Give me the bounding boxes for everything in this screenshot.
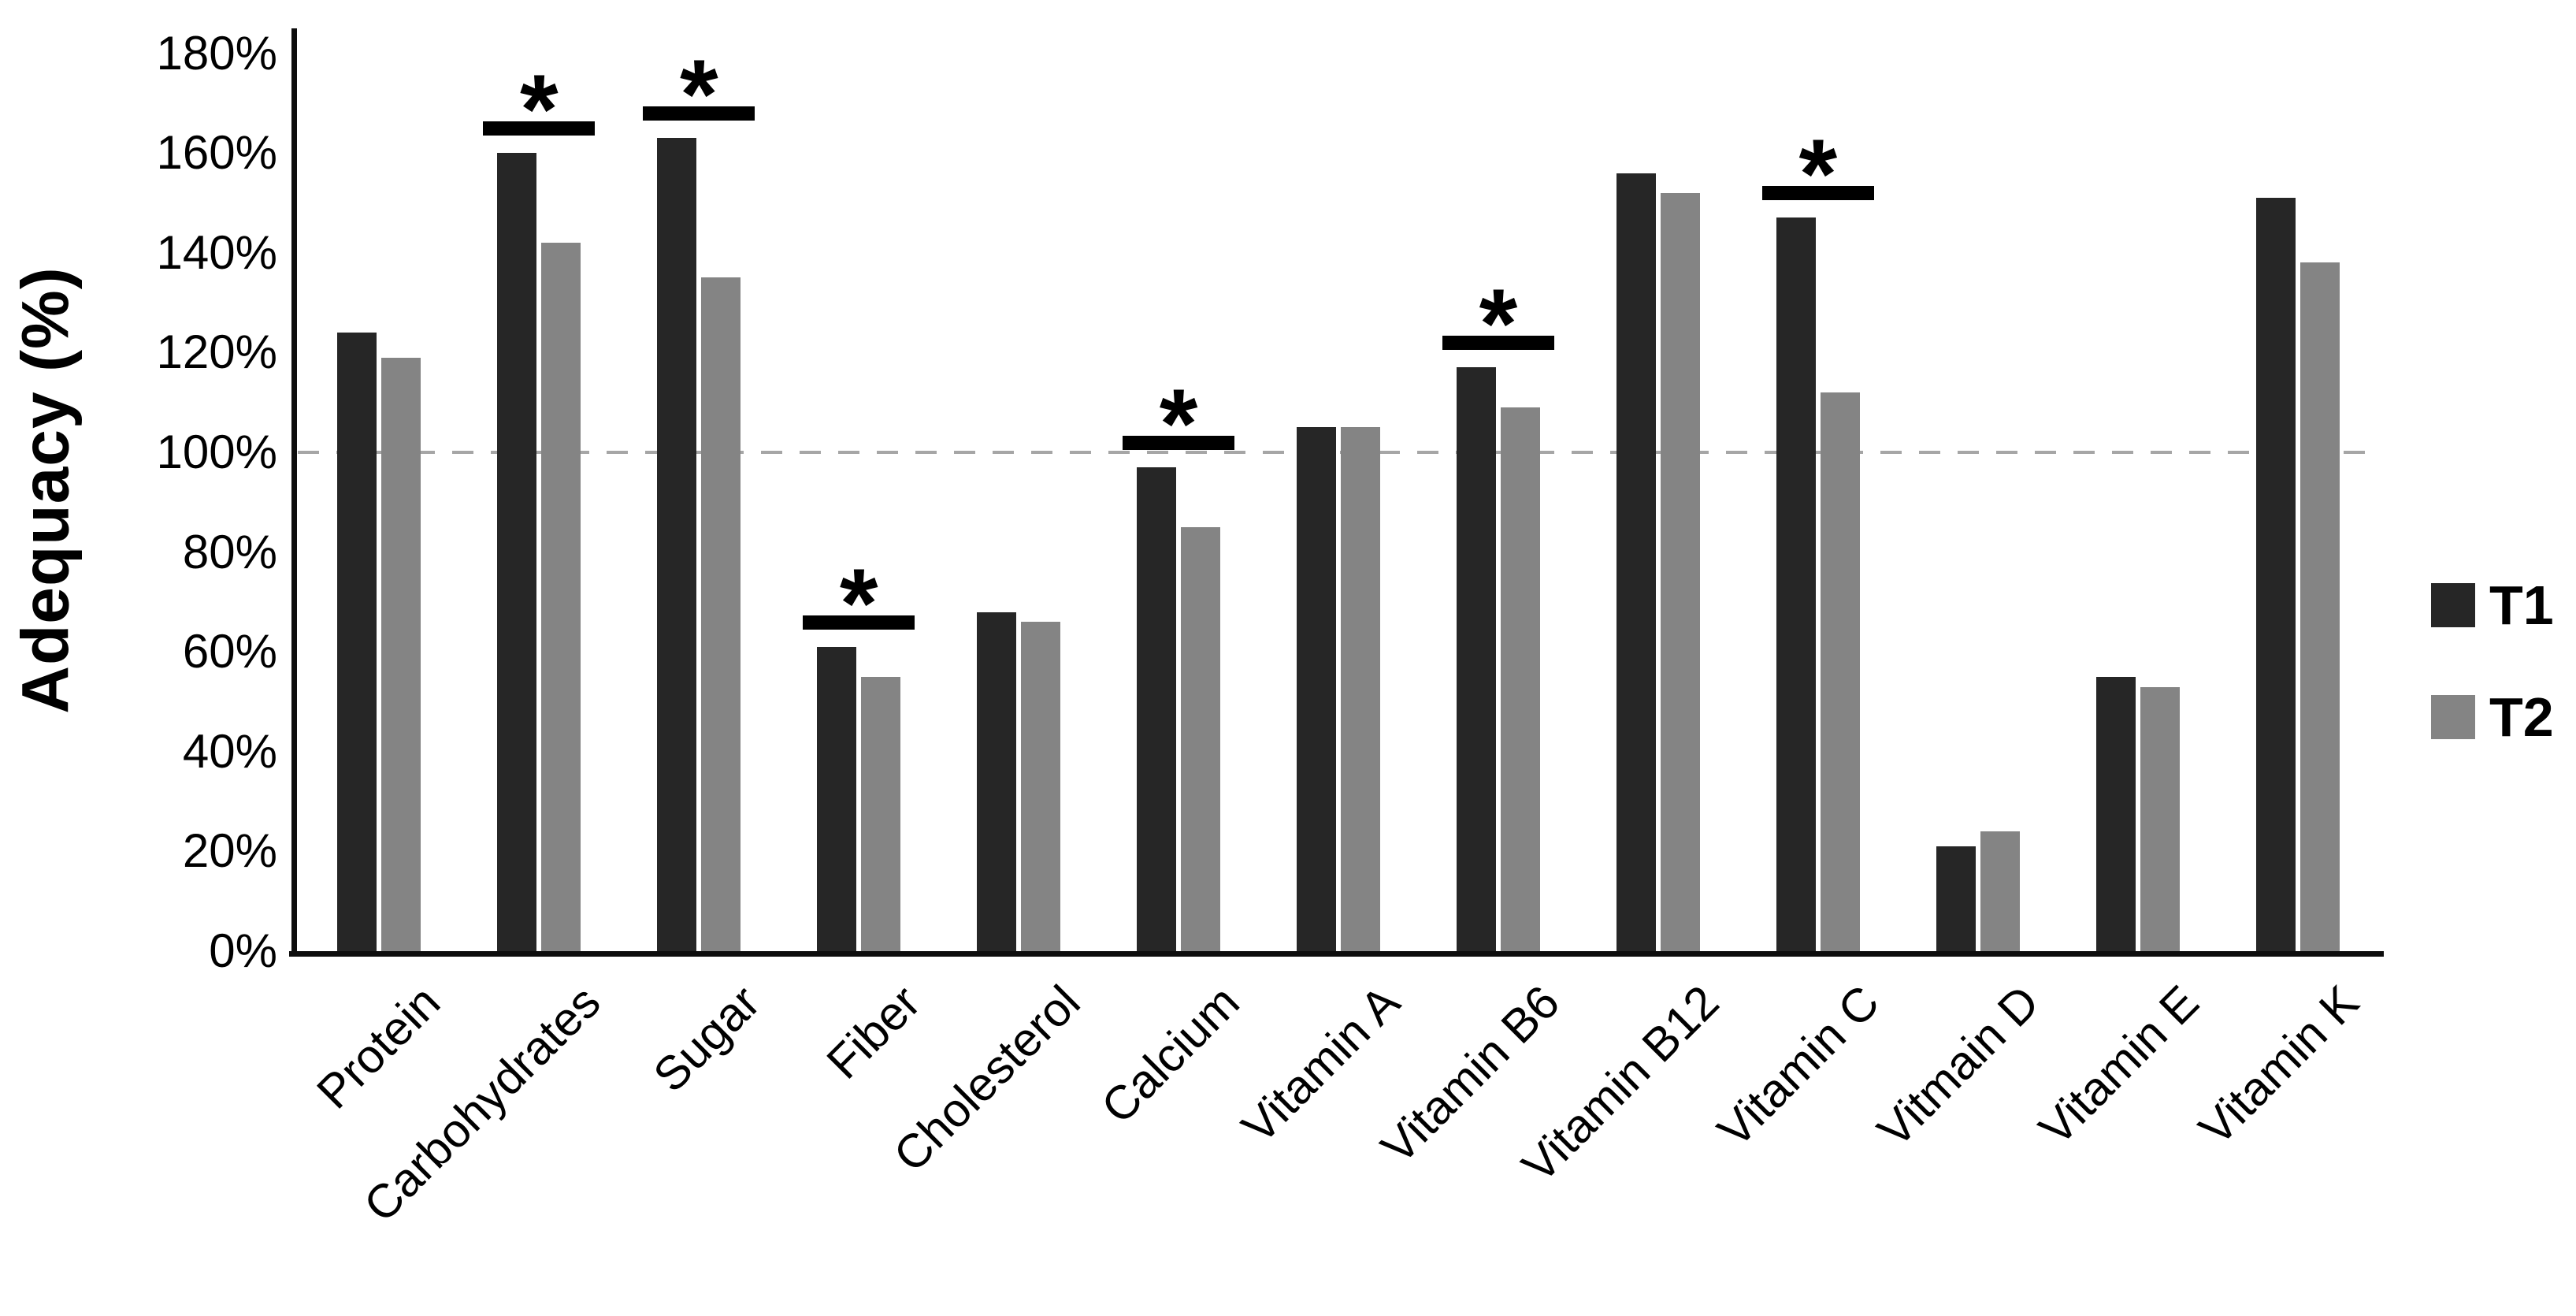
- bar-t2-fiber: [861, 676, 901, 951]
- bar-t1-cholesterol: [977, 612, 1017, 951]
- bar-t2-vitamin-e: [2140, 686, 2180, 951]
- bar-t1-calcium: [1137, 467, 1177, 951]
- bar-t1-protein: [337, 333, 377, 951]
- bar-t2-vitamin-k: [2299, 262, 2340, 951]
- bar-t1-vitamin-b12: [1616, 173, 1656, 951]
- significance-line: [803, 615, 915, 630]
- legend-label: T1: [2489, 574, 2554, 636]
- y-tick-label: 20%: [182, 824, 277, 878]
- y-tick-label: 120%: [156, 325, 277, 379]
- y-tick-label: 140%: [156, 225, 277, 279]
- significance-line: [1761, 186, 1874, 201]
- significance-asterisk: *: [839, 548, 878, 659]
- x-category-label: Vitmain D: [1867, 975, 2049, 1158]
- x-category-label: Vitamin E: [2029, 975, 2209, 1155]
- y-tick-label: 40%: [182, 724, 277, 778]
- significance-line: [483, 121, 596, 136]
- bar-t1-vitamin-a: [1297, 427, 1336, 951]
- x-axis-line: [289, 951, 2384, 957]
- significance-line: [1442, 336, 1554, 351]
- y-tick-label: 60%: [182, 625, 277, 678]
- bar-t1-vitamin-e: [2095, 676, 2136, 951]
- y-axis-line: [291, 28, 297, 957]
- bar-t2-vitamin-a: [1341, 427, 1380, 951]
- y-tick-label: 160%: [156, 126, 277, 180]
- significance-asterisk: *: [679, 40, 718, 151]
- significance-asterisk: *: [1798, 120, 1838, 230]
- bar-t2-vitamin-b6: [1500, 407, 1540, 951]
- bar-t1-carbohydrates: [497, 153, 537, 951]
- bar-t2-cholesterol: [1021, 622, 1061, 951]
- significance-line: [1123, 435, 1235, 450]
- bar-t1-vitamin-c: [1776, 217, 1816, 951]
- significance-asterisk: *: [520, 55, 559, 165]
- bar-t1-vitmain-d: [1936, 846, 1976, 951]
- x-category-label: Calcium: [1091, 975, 1250, 1134]
- significance-asterisk: *: [1159, 369, 1198, 479]
- bar-t2-vitmain-d: [1980, 831, 2020, 951]
- bar-t2-protein: [381, 357, 421, 951]
- y-tick-label: 100%: [156, 426, 277, 478]
- legend-item-t1: T1: [2431, 574, 2554, 636]
- reference-line-100pct: [298, 451, 2377, 454]
- bar-t2-vitamin-b12: [1660, 192, 1700, 951]
- legend-swatch-t1: [2431, 583, 2475, 627]
- x-category-label: Vitamin C: [1707, 975, 1889, 1158]
- legend-item-t2: T2: [2431, 686, 2554, 748]
- bar-t1-sugar: [657, 138, 697, 951]
- y-tick-label: 80%: [182, 525, 277, 578]
- x-category-label: Vitamin K: [2188, 975, 2369, 1155]
- bar-t1-vitamin-b6: [1456, 367, 1496, 951]
- y-tick-label: 0%: [209, 924, 277, 977]
- significance-asterisk: *: [1479, 270, 1518, 380]
- bar-t2-carbohydrates: [541, 243, 581, 951]
- bar-t1-fiber: [817, 646, 857, 951]
- legend-label: T2: [2489, 686, 2554, 748]
- bar-t2-sugar: [701, 277, 741, 951]
- x-category-label: Protein: [306, 975, 451, 1119]
- x-category-label: Sugar: [643, 975, 770, 1102]
- bar-t2-calcium: [1181, 526, 1221, 951]
- bar-t2-vitamin-c: [1820, 392, 1860, 951]
- legend-swatch-t2: [2431, 695, 2475, 739]
- bar-t1-vitamin-k: [2255, 198, 2296, 951]
- significance-line: [643, 106, 755, 121]
- x-category-label: Fiber: [816, 975, 930, 1089]
- y-tick-label: 180%: [156, 26, 277, 80]
